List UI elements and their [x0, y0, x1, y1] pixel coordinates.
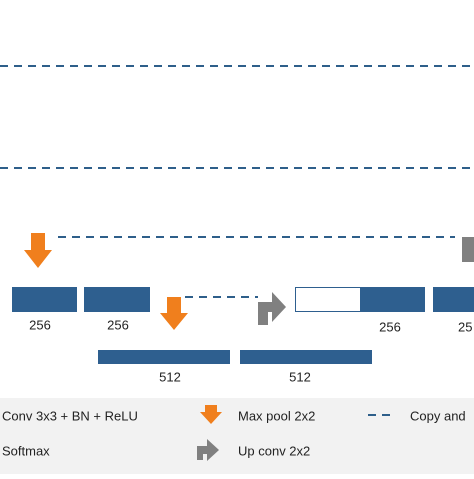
- maxpool-arrow: [160, 297, 188, 330]
- channel-label: 256: [29, 317, 51, 332]
- upconv-arrow: [258, 292, 286, 325]
- feature-block: [240, 350, 372, 364]
- legend-icon: [200, 405, 222, 424]
- feature-block: [98, 350, 230, 364]
- legend-label: Max pool 2x2: [238, 408, 315, 423]
- channel-label: 512: [289, 369, 311, 384]
- legend-background: [0, 398, 474, 474]
- channel-label: 256: [107, 317, 129, 332]
- maxpool-arrow: [24, 233, 52, 268]
- channel-label: 512: [159, 369, 181, 384]
- legend-label: Softmax: [2, 443, 50, 458]
- legend-label: Up conv 2x2: [238, 443, 310, 458]
- feature-block: [84, 287, 150, 312]
- copied-block: [295, 287, 361, 312]
- legend-label: Copy and: [410, 408, 466, 423]
- feature-block: [12, 287, 77, 312]
- feature-block: [360, 287, 425, 312]
- channel-label: 25: [458, 319, 472, 334]
- upconv-arrow: [462, 237, 474, 262]
- legend-icon: [197, 439, 219, 461]
- channel-label: 256: [379, 319, 401, 334]
- feature-block: [433, 287, 474, 312]
- legend-label: Conv 3x3 + BN + ReLU: [2, 408, 138, 423]
